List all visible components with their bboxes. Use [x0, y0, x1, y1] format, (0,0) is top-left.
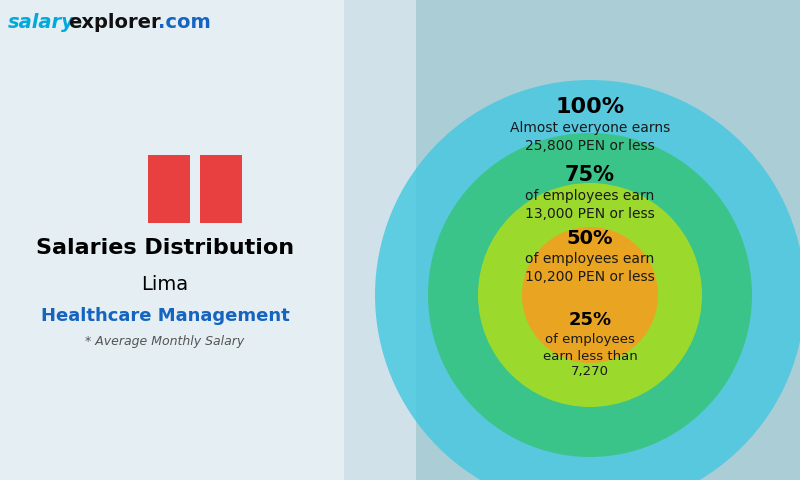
FancyBboxPatch shape — [0, 0, 344, 480]
Text: Salaries Distribution: Salaries Distribution — [36, 238, 294, 258]
Text: 25%: 25% — [569, 311, 611, 329]
Text: .com: .com — [158, 12, 210, 32]
Text: explorer: explorer — [68, 12, 161, 32]
Circle shape — [375, 80, 800, 480]
Text: Almost everyone earns
25,800 PEN or less: Almost everyone earns 25,800 PEN or less — [510, 121, 670, 153]
Text: of employees earn
13,000 PEN or less: of employees earn 13,000 PEN or less — [525, 189, 655, 221]
Text: * Average Monthly Salary: * Average Monthly Salary — [86, 336, 245, 348]
Circle shape — [478, 183, 702, 407]
Text: salary: salary — [8, 12, 75, 32]
Text: of employees
earn less than
7,270: of employees earn less than 7,270 — [542, 334, 638, 379]
Text: Healthcare Management: Healthcare Management — [41, 307, 290, 325]
Text: of employees earn
10,200 PEN or less: of employees earn 10,200 PEN or less — [525, 252, 655, 284]
Circle shape — [428, 133, 752, 457]
Text: 75%: 75% — [565, 165, 615, 185]
FancyBboxPatch shape — [200, 155, 242, 223]
FancyBboxPatch shape — [416, 0, 800, 480]
FancyBboxPatch shape — [0, 0, 416, 480]
Text: Lima: Lima — [142, 276, 189, 295]
FancyBboxPatch shape — [148, 155, 190, 223]
Text: 50%: 50% — [566, 228, 614, 248]
Circle shape — [522, 227, 658, 363]
Text: 100%: 100% — [555, 97, 625, 117]
